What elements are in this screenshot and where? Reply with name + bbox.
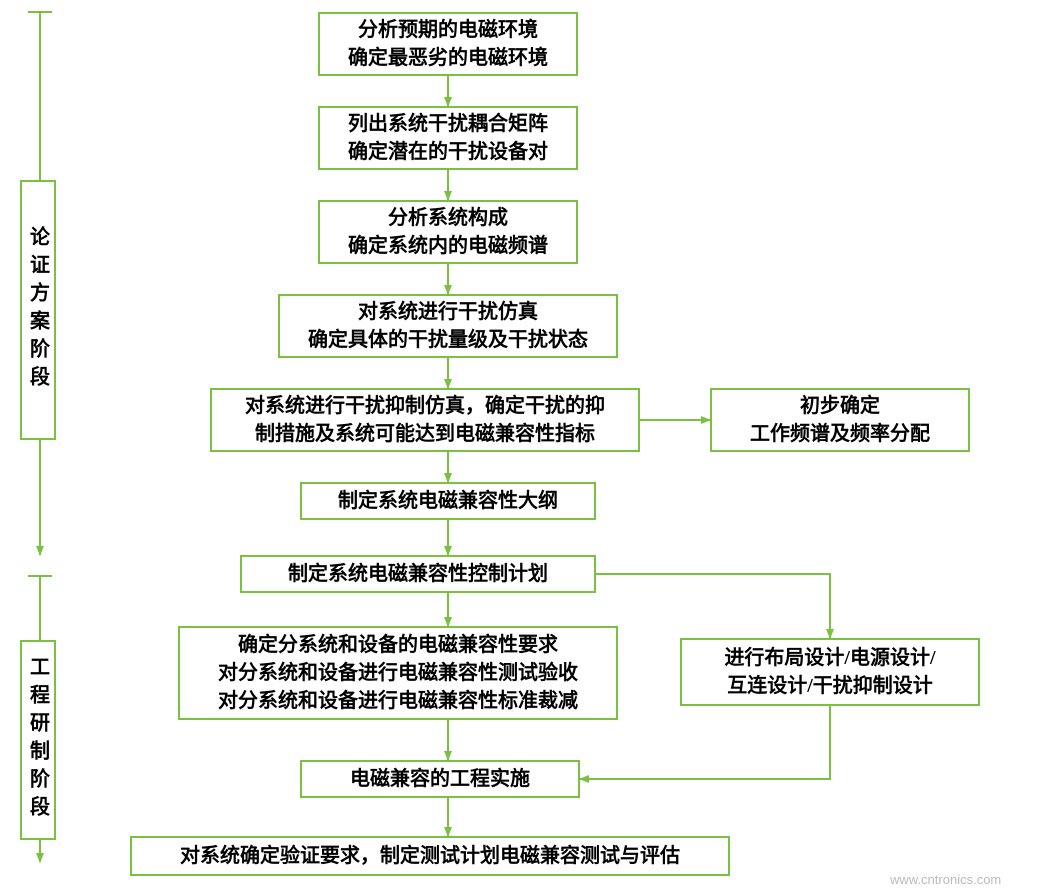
- node-text: 对系统进行干扰抑制仿真，确定干扰的抑: [245, 392, 605, 420]
- flow-arrow: [596, 574, 830, 638]
- node-text: 进行布局设计/电源设计/: [724, 644, 935, 672]
- node-text: 工作频谱及频率分配: [750, 420, 930, 448]
- node-text: 分析系统构成: [388, 204, 508, 232]
- node-text: 确定具体的干扰量级及干扰状态: [308, 326, 588, 354]
- node-text: 分析预期的电磁环境: [358, 16, 538, 44]
- flowchart-node-n9: 电磁兼容的工程实施: [300, 760, 580, 798]
- flowchart-node-n5r: 初步确定工作频谱及频率分配: [710, 388, 970, 452]
- node-text: 电磁兼容的工程实施: [350, 765, 530, 793]
- node-text: 制定系统电磁兼容性控制计划: [288, 560, 548, 588]
- flowchart-node-n8r: 进行布局设计/电源设计/互连设计/干扰抑制设计: [680, 638, 980, 706]
- node-text: 互连设计/干扰抑制设计: [727, 672, 933, 700]
- flowchart-node-n5: 对系统进行干扰抑制仿真，确定干扰的抑制措施及系统可能达到电磁兼容性指标: [210, 388, 640, 452]
- node-text: 制定系统电磁兼容性大纲: [338, 487, 558, 515]
- flowchart-node-n4: 对系统进行干扰仿真确定具体的干扰量级及干扰状态: [278, 294, 618, 358]
- node-text: 对分系统和设备进行电磁兼容性标准裁减: [218, 687, 578, 715]
- flowchart-node-n1: 分析预期的电磁环境确定最恶劣的电磁环境: [318, 12, 578, 76]
- phase-label-phase1: 论证方案阶段: [20, 180, 56, 440]
- watermark: www.cntronics.com: [890, 872, 1001, 887]
- flowchart-node-n7: 制定系统电磁兼容性控制计划: [240, 555, 596, 593]
- node-text: 确定最恶劣的电磁环境: [348, 44, 548, 72]
- node-text: 对系统进行干扰仿真: [358, 298, 538, 326]
- node-text: 确定系统内的电磁频谱: [348, 232, 548, 260]
- flowchart-node-n8: 确定分系统和设备的电磁兼容性要求对分系统和设备进行电磁兼容性测试验收对分系统和设…: [178, 626, 618, 720]
- node-text: 初步确定: [800, 392, 880, 420]
- flowchart-node-n2: 列出系统干扰耦合矩阵确定潜在的干扰设备对: [318, 106, 578, 170]
- phase-text: 工程研制阶段: [24, 656, 53, 824]
- node-text: 对分系统和设备进行电磁兼容性测试验收: [218, 659, 578, 687]
- node-text: 确定潜在的干扰设备对: [348, 138, 548, 166]
- phase-text: 论证方案阶段: [24, 226, 53, 394]
- flowchart-node-n3: 分析系统构成确定系统内的电磁频谱: [318, 200, 578, 264]
- flowchart-node-n6: 制定系统电磁兼容性大纲: [300, 482, 596, 520]
- flowchart-node-n10: 对系统确定验证要求，制定测试计划电磁兼容测试与评估: [130, 836, 730, 876]
- node-text: 制措施及系统可能达到电磁兼容性指标: [255, 420, 595, 448]
- node-text: 确定分系统和设备的电磁兼容性要求: [238, 631, 558, 659]
- node-text: 对系统确定验证要求，制定测试计划电磁兼容测试与评估: [180, 842, 680, 870]
- phase-label-phase2: 工程研制阶段: [20, 640, 56, 840]
- node-text: 列出系统干扰耦合矩阵: [348, 110, 548, 138]
